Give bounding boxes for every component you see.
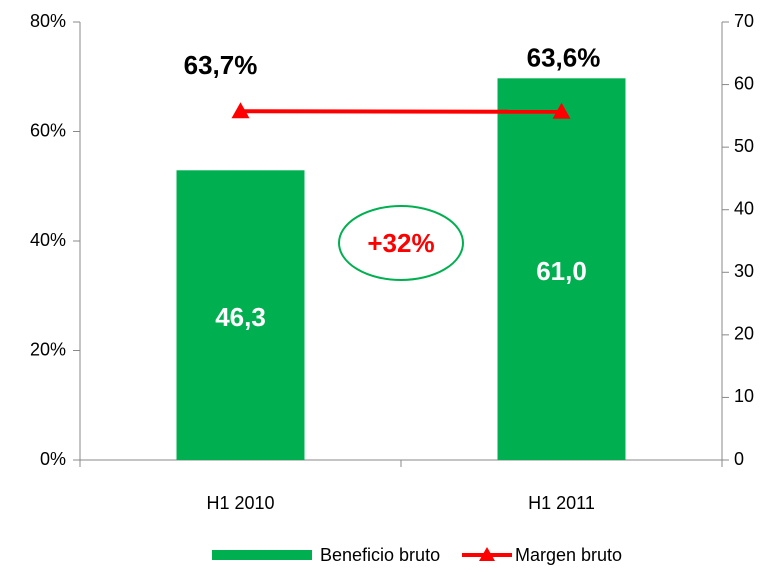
bar-value-label: 46,3 xyxy=(215,302,266,332)
bar xyxy=(176,170,305,460)
legend-label: Margen bruto xyxy=(515,545,622,565)
y2-tick-label: 0 xyxy=(734,449,744,469)
legend-marker xyxy=(479,547,495,561)
line-marker xyxy=(552,102,571,119)
legend-label: Beneficio bruto xyxy=(320,545,440,565)
line xyxy=(240,109,562,114)
y2-tick-label: 20 xyxy=(734,324,754,344)
line-value-label: 63,6% xyxy=(527,43,601,73)
y2-tick-label: 60 xyxy=(734,73,754,93)
y-tick-label: 60% xyxy=(30,120,66,140)
y2-tick-label: 10 xyxy=(734,386,754,406)
x-tick-label: H1 2010 xyxy=(206,493,274,513)
y-tick-label: 80% xyxy=(30,11,66,31)
line-marker xyxy=(231,102,250,119)
line-value-label: 63,7% xyxy=(184,50,258,80)
legend-swatch xyxy=(212,550,312,560)
x-tick-label: H1 2011 xyxy=(528,493,595,513)
bar xyxy=(497,78,626,461)
annotation: +32% xyxy=(367,228,434,258)
y2-tick-label: 40 xyxy=(734,198,754,218)
y-tick-label: 40% xyxy=(30,230,66,250)
y-tick-label: 0% xyxy=(40,449,66,469)
y-tick-label: 20% xyxy=(30,339,66,359)
y2-tick-label: 50 xyxy=(734,136,754,156)
y2-tick-label: 30 xyxy=(734,261,754,281)
bar-value-label: 61,0 xyxy=(536,256,587,286)
y2-tick-label: 70 xyxy=(734,11,754,31)
annotation-ellipse xyxy=(338,205,464,281)
